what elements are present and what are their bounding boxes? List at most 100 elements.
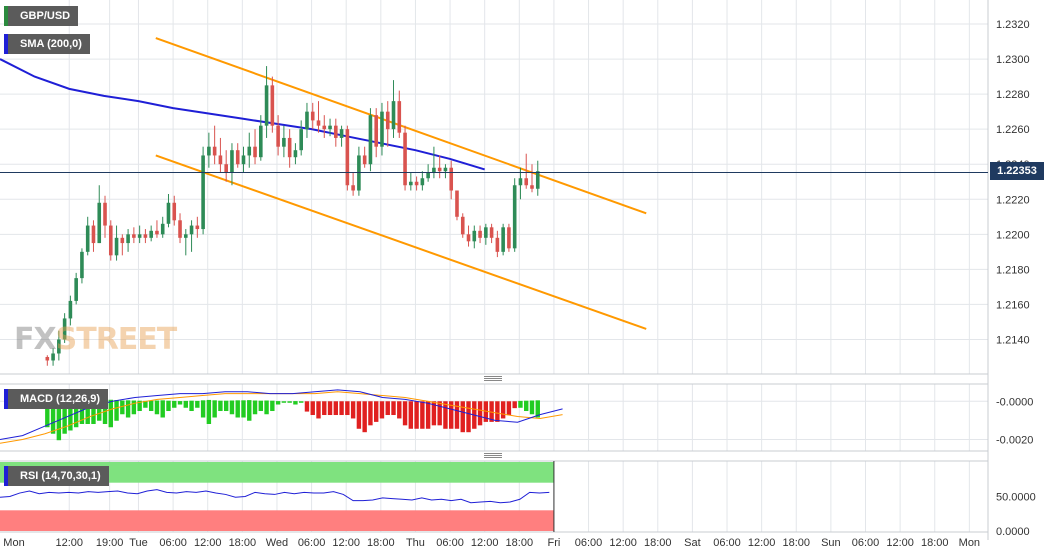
candle-body (334, 125, 338, 138)
candle-body (160, 223, 165, 235)
macd-histogram-bar (79, 399, 85, 424)
time-tick-label: 18:00 (506, 537, 534, 549)
time-tick-label: 12:00 (886, 537, 914, 549)
time-tick-label: 12:00 (55, 537, 83, 549)
candle-body (143, 234, 148, 238)
candle-body (437, 167, 442, 172)
watermark-street: STREET (55, 322, 178, 357)
candle-body (322, 125, 327, 130)
macd-indicator-label[interactable]: MACD (12,26,9) (4, 389, 109, 409)
candle-body (247, 146, 252, 156)
macd-histogram-bar (460, 401, 465, 433)
macd-histogram-bar (114, 400, 119, 421)
macd-histogram-bar (322, 401, 327, 416)
candle-body (501, 227, 505, 252)
macd-histogram-bar (298, 401, 304, 403)
price-axis-labels: 1.21401.21601.21801.22001.22201.22401.22… (996, 19, 1036, 538)
price-tick-label: 1.2180 (996, 264, 1030, 276)
macd-histogram-bar (264, 400, 269, 415)
candle-body (183, 234, 188, 238)
macd-histogram-bar (345, 401, 350, 416)
price-tick-label: 1.2280 (996, 89, 1030, 101)
time-tick-label: Sat (684, 537, 701, 549)
candle-body (409, 181, 413, 186)
rsi-indicator (0, 489, 550, 504)
candle-body (62, 318, 67, 340)
macd-histogram-bar (391, 401, 396, 416)
candle-body (270, 85, 275, 126)
macd-histogram-bar (287, 401, 292, 403)
price-tick-label: 1.2200 (996, 229, 1030, 241)
macd-histogram-bar (374, 401, 379, 422)
macd-histogram-bar (108, 399, 113, 428)
macd-histogram-bar (518, 400, 523, 408)
candle-body (443, 167, 448, 172)
candle-body (495, 237, 500, 252)
candle-body (97, 202, 102, 244)
macd-histogram-bar (56, 398, 62, 441)
candle-body (137, 234, 142, 238)
time-tick-label: 06:00 (436, 537, 464, 549)
candle-body (259, 125, 263, 158)
macd-histogram-bar (414, 401, 419, 429)
price-tick-label: 1.2260 (996, 124, 1030, 136)
macd-histogram-bar (160, 400, 165, 418)
macd-histogram-bar (270, 400, 275, 412)
candlestick-series (45, 66, 540, 366)
price-channel (155, 37, 647, 330)
macd-histogram-bar (241, 400, 246, 418)
candle-body (85, 225, 90, 252)
time-tick-label: Fri (548, 537, 561, 549)
time-tick-label: 18:00 (782, 537, 810, 549)
macd-histogram-bar (443, 401, 448, 429)
macd-histogram-bar (425, 401, 431, 429)
macd-histogram-bar (524, 400, 529, 412)
time-tick-label: 06:00 (298, 537, 326, 549)
macd-pane-resize-handle[interactable] (484, 376, 502, 381)
candle-body (241, 155, 246, 165)
macd-histogram-bar (500, 401, 506, 419)
macd-histogram-bar (235, 400, 240, 418)
macd-histogram-bar (189, 400, 194, 412)
symbol-label[interactable]: GBP/USD (4, 6, 79, 26)
macd-histogram-bar (85, 399, 90, 424)
candle-body (357, 155, 361, 191)
macd-histogram-bar (489, 401, 494, 422)
time-tick-label: Sun (821, 537, 841, 549)
rsi-indicator-label[interactable]: RSI (14,70,30,1) (4, 466, 109, 486)
macd-histogram-bar (402, 401, 408, 426)
candle-body (132, 234, 136, 238)
candle-body (535, 171, 540, 189)
time-tick-label: Mon (3, 537, 24, 549)
candle-body (207, 146, 211, 156)
sma-indicator-label[interactable]: SMA (200,0) (4, 34, 90, 54)
time-tick-label: 12:00 (471, 537, 499, 549)
macd-histogram-bar (125, 400, 131, 418)
macd-histogram-bar (431, 401, 437, 426)
current-price-badge: 1.22353 (990, 162, 1044, 180)
macd-histogram-bar (362, 401, 367, 433)
candle-body (328, 125, 332, 130)
macd-histogram-bar (200, 400, 206, 418)
macd-histogram-bar (258, 400, 264, 412)
time-tick-label: 12:00 (748, 537, 776, 549)
macd-histogram-bar (223, 400, 229, 412)
rsi-oversold-zone (0, 510, 554, 531)
macd-histogram-bar (449, 401, 454, 429)
candle-body (155, 230, 159, 235)
macd-histogram-bar (275, 401, 281, 405)
grid-lines (0, 0, 988, 532)
macd-histogram-bar (408, 401, 414, 429)
candle-body (310, 111, 315, 121)
candle-body (74, 278, 78, 301)
time-tick-label: 18:00 (644, 537, 672, 549)
time-tick-label: 18:00 (229, 537, 257, 549)
candle-body (166, 202, 171, 224)
candle-body (345, 129, 350, 186)
time-tick-label: Wed (266, 537, 288, 549)
rsi-pane-resize-handle[interactable] (484, 453, 502, 458)
candle-body (351, 185, 355, 191)
candle-body (368, 115, 373, 165)
candle-body (484, 227, 488, 238)
